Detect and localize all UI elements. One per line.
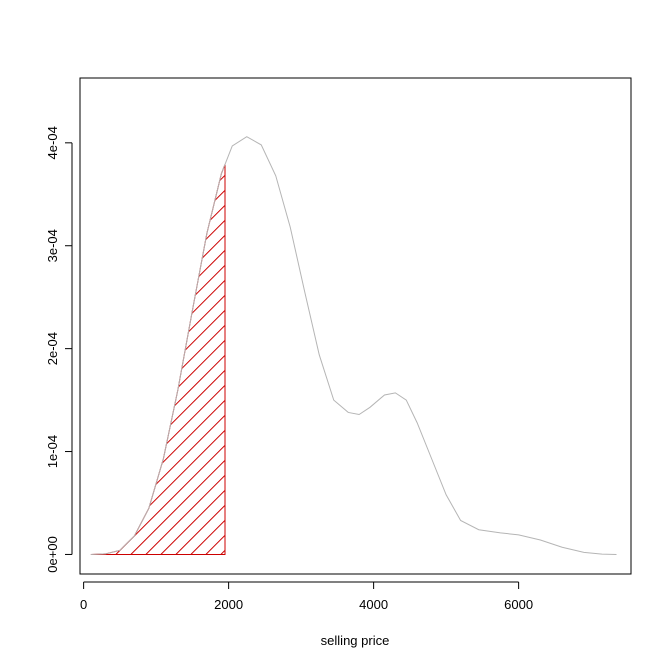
hatch-stroke — [90, 164, 172, 555]
y-axis: 0e+00 1e-04 2e-04 3e-04 4e-04 — [45, 126, 73, 573]
hatch-stroke — [90, 164, 225, 555]
hatch-stroke — [90, 164, 225, 555]
y-tick-label: 0e+00 — [45, 536, 60, 573]
x-tick-label: 0 — [80, 597, 87, 612]
hatch-stroke — [90, 164, 142, 555]
x-axis: 0 2000 4000 6000 — [80, 581, 533, 612]
hatch-stroke — [130, 164, 225, 555]
hatch-stroke — [90, 164, 225, 555]
hatch-stroke — [115, 164, 225, 555]
hatch-stroke — [90, 164, 225, 555]
y-tick-label: 1e-04 — [45, 435, 60, 468]
hatch-stroke — [90, 164, 157, 555]
x-tick-label: 6000 — [504, 597, 533, 612]
hatch-stroke — [145, 164, 225, 555]
hatch-stroke — [160, 164, 225, 555]
hatch-stroke — [220, 164, 225, 555]
hatch-stroke — [236, 154, 636, 554]
x-tick-label: 2000 — [214, 597, 243, 612]
hatch-stroke — [90, 164, 225, 555]
hatch-stroke — [0, 154, 81, 554]
hatch-stroke — [205, 164, 225, 555]
hatch-stroke — [90, 164, 225, 555]
y-tick-label: 3e-04 — [45, 229, 60, 262]
hatch-stroke — [90, 164, 202, 555]
hatch-stroke — [90, 164, 225, 555]
hatch-stroke — [90, 164, 225, 555]
density-curve — [90, 136, 617, 555]
x-axis-label: selling price — [321, 633, 390, 648]
plot-frame — [79, 77, 632, 575]
hatch-stroke — [90, 164, 127, 555]
x-tick-label: 4000 — [359, 597, 388, 612]
hatch-stroke — [90, 164, 225, 555]
hatch-stroke — [90, 164, 187, 555]
hatch-stroke — [90, 164, 225, 555]
hatch-stroke — [90, 164, 225, 555]
hatch-stroke — [190, 164, 225, 555]
hatch-stroke — [175, 164, 225, 555]
hatch-stroke — [100, 164, 225, 555]
y-tick-label: 2e-04 — [45, 332, 60, 365]
y-tick-label: 4e-04 — [45, 126, 60, 159]
hatched-region — [0, 154, 636, 555]
hatch-stroke — [90, 164, 217, 555]
